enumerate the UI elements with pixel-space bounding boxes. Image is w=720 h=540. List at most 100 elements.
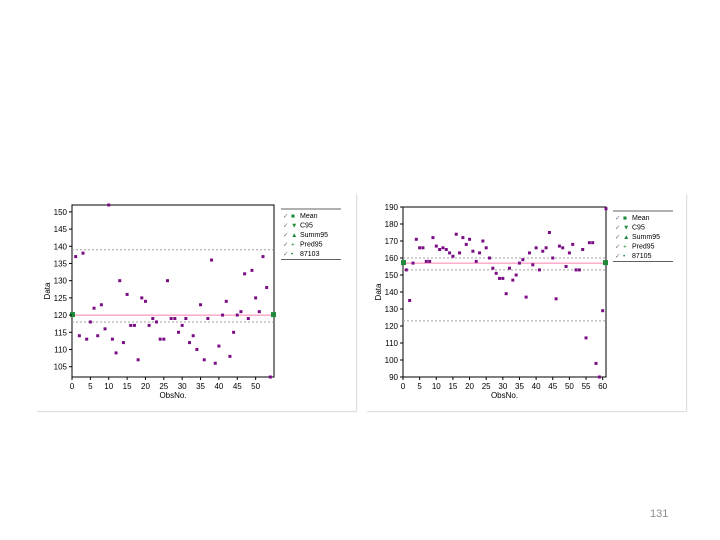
x-tick-label: 55	[582, 382, 591, 391]
x-axis-label: ObsNo.	[491, 391, 518, 400]
data-point	[534, 246, 538, 250]
y-tick-label: 130	[54, 277, 68, 286]
x-tick-label: 35	[196, 382, 205, 391]
data-point	[441, 246, 445, 250]
data-point	[246, 317, 250, 321]
data-point	[254, 296, 258, 300]
data-point	[261, 255, 265, 259]
y-tick-label: 120	[54, 311, 68, 320]
y-tick-label: 130	[385, 305, 399, 314]
y-axis-label: Data	[374, 283, 383, 300]
legend-symbol: •	[623, 253, 626, 260]
legend-checkbox: ✓	[283, 223, 288, 230]
data-point	[147, 323, 151, 327]
data-point	[517, 261, 521, 265]
x-tick-label: 5	[88, 382, 93, 391]
x-tick-label: 40	[214, 382, 223, 391]
legend-checkbox: ✓	[283, 242, 288, 249]
x-tick-label: 0	[70, 382, 75, 391]
data-point	[431, 236, 435, 240]
data-point	[524, 295, 528, 299]
legend-checkbox: ✓	[283, 232, 288, 239]
data-point	[421, 246, 425, 250]
legend-checkbox: ✓	[283, 251, 288, 258]
legend-checkbox: ✓	[283, 213, 288, 220]
data-point	[561, 246, 565, 250]
data-point	[418, 246, 422, 250]
data-point	[547, 231, 551, 234]
chart-panel-left: 105 110 115 120 125 130 135 140 145 150 0 5 10 15 20 25…	[36, 193, 356, 411]
data-point	[511, 278, 515, 282]
x-tick-label: 30	[498, 382, 507, 391]
data-point	[224, 299, 228, 303]
x-tick-label: 50	[565, 382, 574, 391]
x-tick-label: 0	[401, 382, 406, 391]
legend-checkbox: ✓	[615, 225, 620, 232]
data-point	[461, 236, 465, 240]
y-tick-label: 110	[385, 339, 398, 348]
data-point	[158, 337, 162, 341]
data-point	[488, 256, 492, 260]
data-point	[202, 358, 206, 362]
data-point	[404, 268, 408, 272]
data-point	[514, 273, 518, 277]
data-point	[173, 317, 177, 321]
x-axis-label: ObsNo.	[159, 391, 186, 400]
data-point	[169, 317, 173, 321]
data-point	[88, 320, 92, 324]
data-point	[414, 237, 418, 241]
data-point	[504, 292, 508, 296]
y-tick-label: 160	[385, 254, 399, 263]
page-number: 131	[650, 508, 669, 520]
x-tick-label: 20	[141, 382, 150, 391]
data-point	[594, 361, 598, 365]
legend-symbol: +	[291, 242, 295, 249]
data-point	[557, 244, 561, 248]
data-point	[554, 297, 558, 301]
data-point	[103, 327, 107, 331]
legend-entry-label: C95	[632, 225, 645, 232]
data-point	[507, 266, 511, 270]
data-point	[140, 296, 144, 300]
x-tick-label: 45	[233, 382, 242, 391]
legend-entry-label: Pred95	[632, 244, 655, 251]
y-tick-label: 110	[54, 345, 67, 354]
data-point	[121, 341, 125, 345]
data-point	[85, 337, 89, 341]
y-tick-label: 150	[385, 271, 399, 280]
legend-entry-label: 87105	[632, 253, 652, 260]
y-tick-label: 100	[385, 356, 399, 365]
data-point	[162, 337, 166, 341]
data-point	[165, 279, 169, 283]
data-point	[581, 248, 585, 251]
data-point	[584, 336, 588, 340]
x-tick-label: 50	[251, 382, 260, 391]
legend-entry-label: Mean	[632, 215, 650, 222]
data-point	[239, 310, 243, 314]
legend-symbol: ▲	[623, 234, 629, 241]
data-point	[191, 334, 195, 338]
mean-marker-left	[70, 312, 75, 318]
data-point	[228, 354, 232, 358]
data-point	[448, 251, 452, 255]
legend-entry-label: C95	[300, 223, 313, 230]
data-point	[232, 330, 236, 334]
chart-panel-right: 90 100 110 120 130 140 150 160 170 180 190 0 5 10 15 20…	[366, 193, 686, 411]
x-tick-label: 15	[448, 382, 457, 391]
data-point	[444, 248, 448, 251]
data-point	[125, 292, 129, 296]
legend-symbol: •	[291, 251, 294, 258]
data-point	[474, 259, 478, 263]
legend-checkbox: ✓	[615, 244, 620, 251]
data-point	[206, 317, 210, 321]
data-point	[604, 207, 608, 211]
data-point	[428, 259, 432, 263]
data-point	[213, 361, 217, 365]
data-point	[434, 244, 438, 248]
data-point	[92, 306, 96, 310]
data-point	[217, 344, 221, 348]
data-point	[110, 337, 114, 341]
x-tick-label: 5	[417, 382, 422, 391]
data-point	[544, 246, 548, 250]
data-point	[77, 334, 81, 338]
